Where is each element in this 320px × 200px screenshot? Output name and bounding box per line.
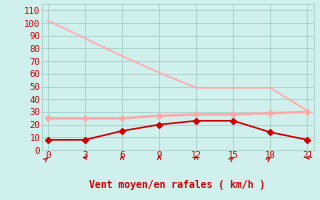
X-axis label: Vent moyen/en rafales ( km/h ): Vent moyen/en rafales ( km/h ): [90, 180, 266, 190]
